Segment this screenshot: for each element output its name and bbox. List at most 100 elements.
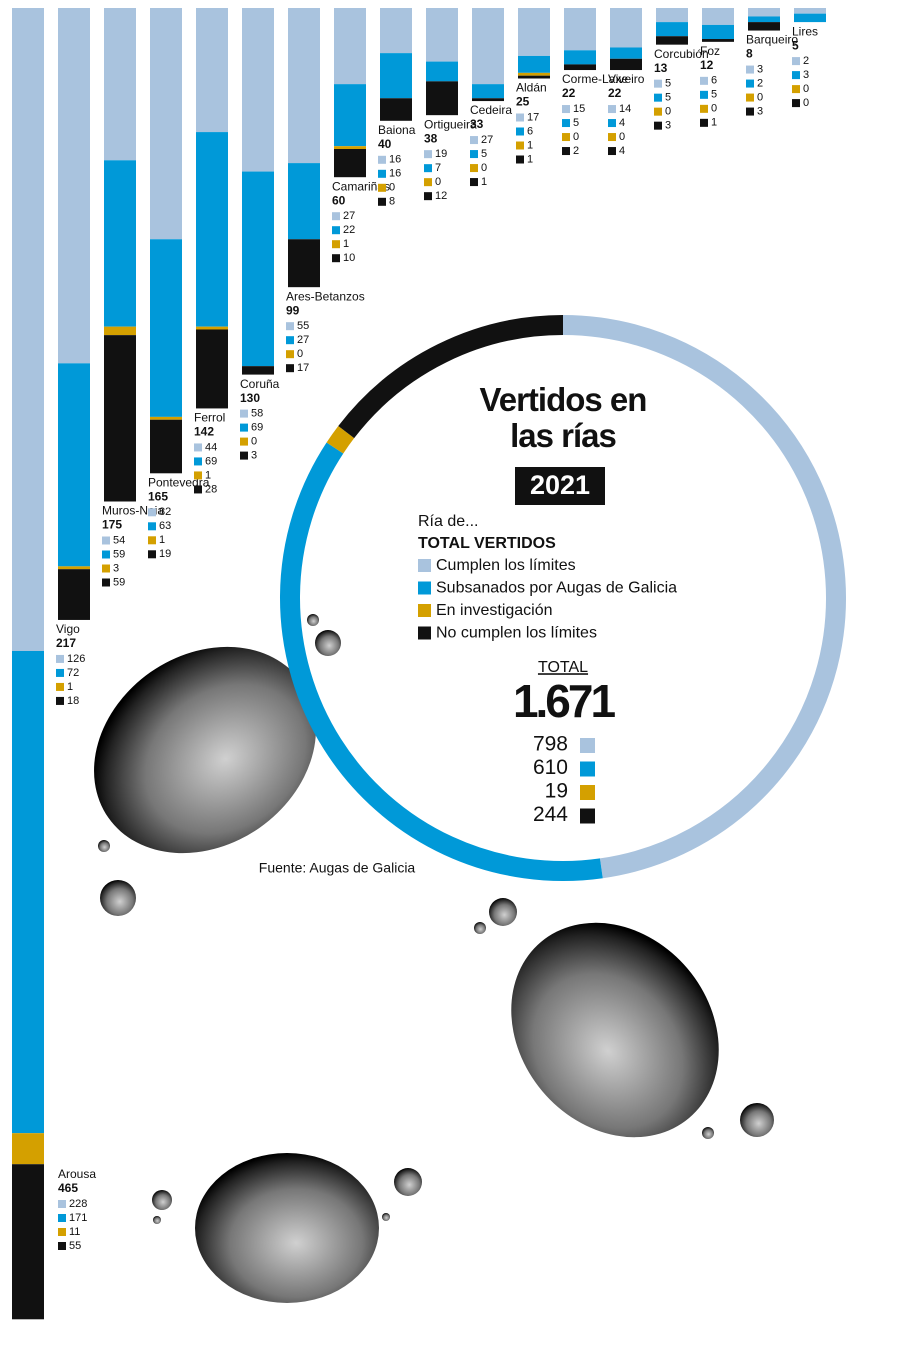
ria-name: Ares-Betanzos [286,289,365,303]
legend-swatch [580,808,595,824]
legend-swatch [102,564,110,573]
value-label: 0 [665,106,671,118]
legend-swatch [700,118,708,127]
bar-segment [518,75,550,79]
legend-swatch [418,626,431,640]
value-label: 55 [69,1240,81,1252]
value-label: 82 [159,506,171,518]
bar-segment [518,55,550,73]
value-label: 44 [205,441,217,453]
ria-total: 60 [332,193,346,207]
legend-swatch [148,522,156,531]
bar-segment [426,81,458,116]
value-label: 22 [343,224,355,236]
legend-swatch [516,155,524,164]
ria-total: 130 [240,391,260,405]
value-label: 0 [573,131,579,143]
legend-swatch [240,451,248,460]
value-label: 17 [297,362,309,374]
bar-segment [518,72,550,76]
ria-total: 22 [562,86,576,100]
legend-swatch [424,150,432,159]
legend-swatch [700,104,708,113]
value-label: 0 [803,97,809,109]
drop [195,1153,379,1303]
bar-segment [12,8,44,651]
ria-name: Ferrol [194,411,225,425]
value-label: 3 [251,450,257,462]
value-label: 3 [757,63,763,75]
legend-swatch [418,559,431,572]
ria-total: 13 [654,61,668,75]
value-label: 0 [619,131,625,143]
value-label: 63 [159,520,171,532]
value-label: 1 [67,681,73,693]
ria-name: Ortigueira [424,117,477,131]
bar-segment [12,1133,44,1165]
legend-swatch [332,212,340,221]
bar-segment [58,566,90,570]
bar-segment [610,8,642,48]
bar-segment [150,416,182,420]
value-label: 12 [435,190,447,202]
value-label: 1 [481,176,487,188]
legend-swatch [378,155,386,164]
legend-swatch [58,1214,66,1222]
value-label: 0 [757,91,763,103]
value-label: 15 [573,103,585,115]
value-label: 5 [573,117,579,129]
ria-total: 8 [746,47,753,61]
value-label: 18 [67,695,79,707]
decor-drops [94,614,774,1303]
value-label: 3 [757,105,763,117]
value-label: 6 [527,125,533,137]
value-label: 126 [67,653,85,665]
bar-segment [104,160,136,327]
legend-swatch [194,471,202,480]
value-label: 3 [113,562,119,574]
donut-segment [280,442,603,881]
bar-segment [104,8,136,161]
legend-swatch [792,71,800,80]
bar-segment [656,22,688,37]
legend-swatch [562,147,570,156]
legend-swatch [102,578,110,587]
value-label: 5 [711,89,717,101]
ria-total: 175 [102,518,122,532]
legend-swatch [240,437,248,446]
drop [511,922,719,1138]
value-label: 2 [757,77,763,89]
ria-total: 165 [148,489,168,503]
ria-total: 217 [56,636,76,650]
legend-swatch [194,457,202,466]
legend-swatch [580,761,595,777]
bar-segment [472,98,504,102]
value-label: 2 [803,55,809,67]
legend-swatch [424,164,432,173]
legend-swatch [654,121,662,130]
legend-swatch [746,93,754,102]
drop [153,1216,161,1224]
value-label: 1 [711,117,717,129]
legend-swatch [746,107,754,116]
legend-swatch [378,169,386,178]
legend-swatch [148,508,156,517]
year: 2021 [530,470,590,500]
drop [382,1213,390,1221]
legend-swatch [608,133,616,142]
ria-total: 465 [58,1181,78,1195]
value-label: 16 [389,154,401,166]
legend-label: Cumplen los límites [436,557,576,574]
value-label: 0 [711,103,717,115]
bar-segment [288,239,320,288]
bar-segment [58,569,90,620]
bar-segment [564,64,596,71]
legend-swatch [700,90,708,99]
legend-swatch [378,183,386,192]
bar-segment [794,13,826,23]
legend-swatch [148,550,156,559]
legend-swatch [562,105,570,114]
value-label: 19 [159,548,171,560]
